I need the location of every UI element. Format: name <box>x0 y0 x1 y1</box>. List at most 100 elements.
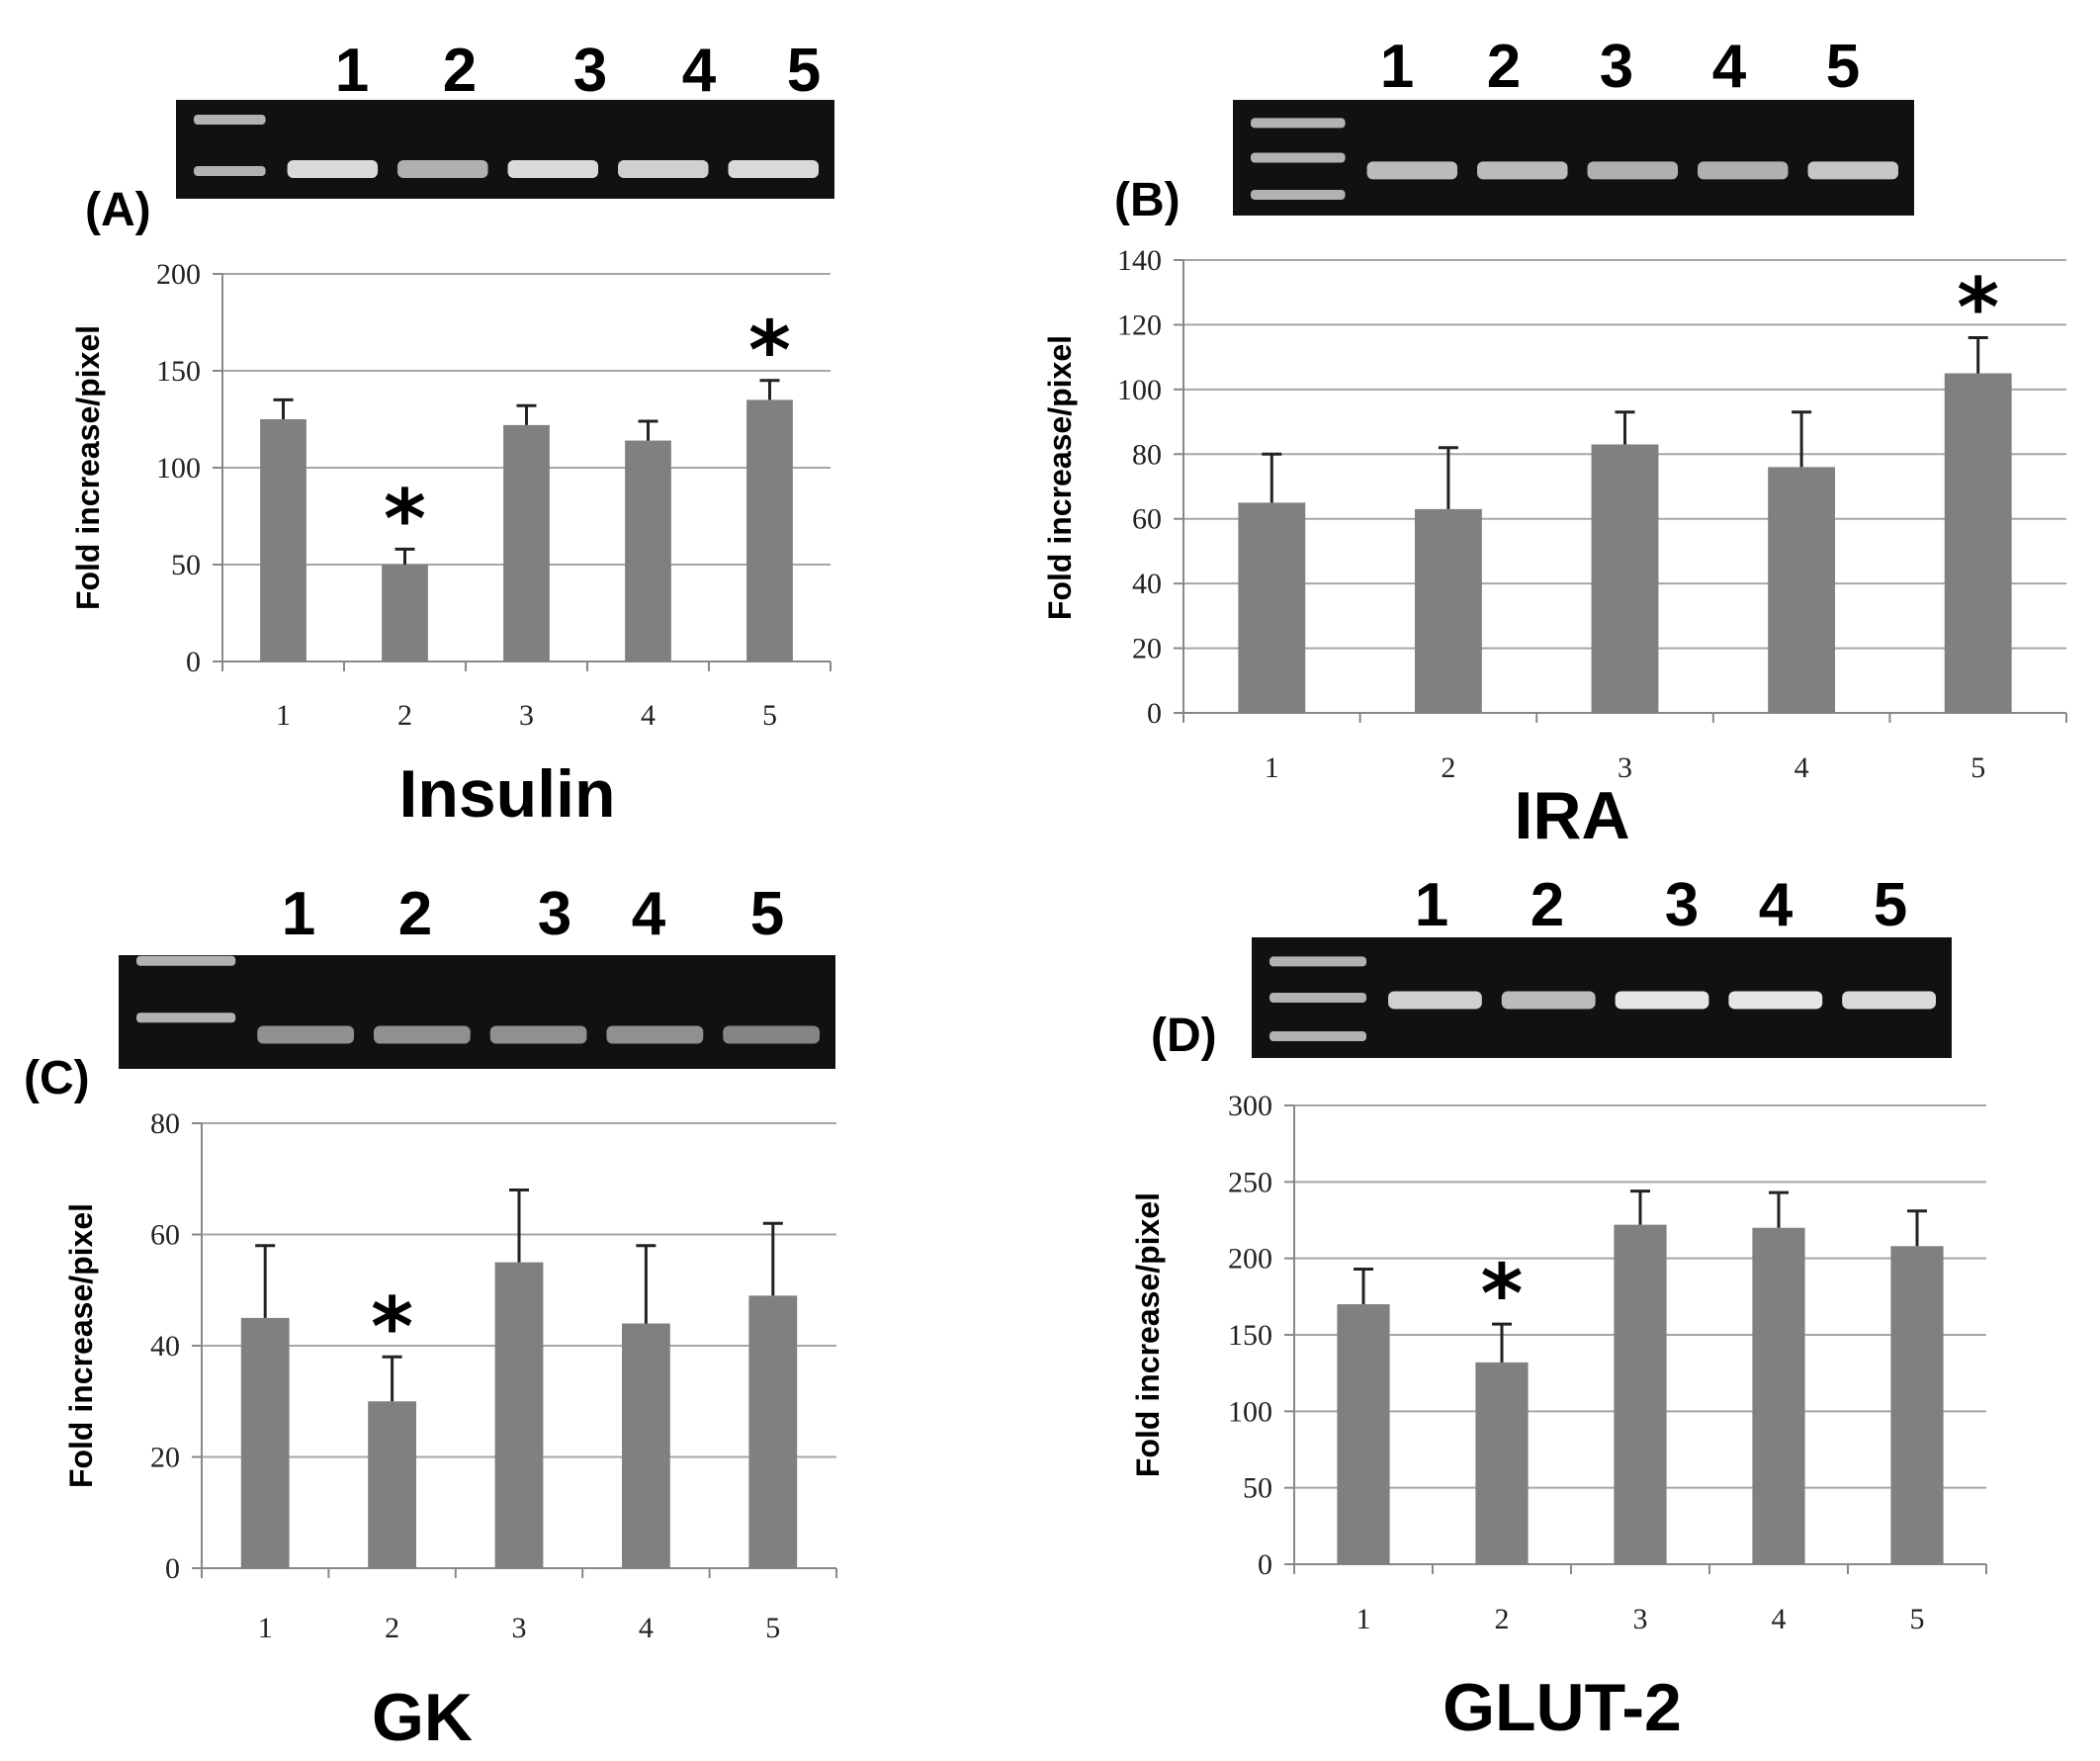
gel-band <box>1698 161 1789 180</box>
x-tick-label: 5 <box>765 1612 780 1644</box>
y-axis-label: Fold increase/pixel <box>1042 335 1078 620</box>
bar <box>1475 1362 1529 1564</box>
gel-lane-label: 1 <box>335 37 369 105</box>
gel-lane-label: 5 <box>750 880 784 948</box>
x-tick-label: 5 <box>1910 1603 1925 1635</box>
gel-lane-label: 2 <box>443 37 477 105</box>
y-tick-label: 20 <box>1132 633 1162 665</box>
gel-lane-label: 5 <box>787 37 821 105</box>
gel-lane-label: 2 <box>398 880 432 948</box>
x-tick-label: 5 <box>1970 751 1985 784</box>
gel-band <box>489 1025 587 1044</box>
gel-band <box>618 160 709 178</box>
x-tick-label: 2 <box>397 699 412 732</box>
x-tick-label: 1 <box>258 1612 273 1644</box>
x-tick-label: 3 <box>1618 751 1632 784</box>
gel-image <box>176 100 834 199</box>
x-tick-label: 3 <box>519 699 534 732</box>
bar-chart: 0 50 100 150 200 1 * 2 3 4 * 5 <box>156 258 831 732</box>
gel-band <box>1842 991 1936 1010</box>
gel-ladder-band <box>1251 189 1346 200</box>
bar <box>1337 1304 1390 1564</box>
y-tick-label: 40 <box>150 1330 180 1363</box>
panel-b: 1 2 3 4 5 (B) 0 20 40 60 80 100 120 140 1 2 3 4 * 5 Fold inc… <box>1042 33 2067 853</box>
gel-ladder-band <box>1269 956 1367 967</box>
gel-band <box>1366 161 1458 180</box>
significance-star: * <box>748 305 791 398</box>
gel-band <box>606 1025 704 1044</box>
y-tick-label: 60 <box>1132 503 1162 536</box>
bar <box>622 1323 670 1568</box>
panel-letter: (C) <box>24 1052 90 1104</box>
gel-lane-label: 5 <box>1874 871 1907 939</box>
gel-image <box>1233 100 1914 216</box>
y-axis-label: Fold increase/pixel <box>70 325 106 610</box>
x-tick-label: 4 <box>1772 1603 1787 1635</box>
gel-background <box>176 100 834 199</box>
bar <box>368 1401 416 1568</box>
gel-lane-label: 4 <box>632 880 666 948</box>
gel-ladder-band <box>194 115 266 125</box>
x-tick-label: 1 <box>1356 1603 1371 1635</box>
bar <box>1752 1227 1805 1564</box>
y-tick-label: 0 <box>1147 697 1162 730</box>
gel-background <box>1252 937 1952 1058</box>
gel-band <box>1807 161 1898 180</box>
y-tick-label: 250 <box>1228 1166 1272 1198</box>
y-tick-label: 80 <box>1132 438 1162 471</box>
bar <box>260 419 306 661</box>
chart-title: Insulin <box>398 756 615 832</box>
y-tick-label: 100 <box>1228 1395 1272 1428</box>
y-axis-label: Fold increase/pixel <box>63 1203 99 1488</box>
bar <box>240 1317 290 1568</box>
x-tick-label: 2 <box>1441 751 1455 784</box>
y-tick-label: 50 <box>171 549 201 581</box>
x-tick-label: 4 <box>1794 751 1809 784</box>
gel-ladder-band <box>1269 993 1367 1003</box>
gel-image <box>1252 937 1952 1058</box>
bar <box>625 440 671 661</box>
gel-band <box>723 1025 820 1044</box>
gel-band <box>1477 161 1568 180</box>
chart-title: GK <box>372 1680 473 1755</box>
gel-ladder-band <box>194 166 266 176</box>
x-tick-label: 1 <box>1265 751 1279 784</box>
significance-star: * <box>1481 1248 1524 1342</box>
bar-chart: 0 50 100 150 200 250 300 1 * 2 3 4 5 <box>1228 1090 1987 1635</box>
x-tick-label: 2 <box>385 1612 399 1644</box>
gel-band <box>397 160 488 178</box>
panel-letter: (D) <box>1151 1010 1217 1062</box>
gel-lane-label: 5 <box>1826 33 1860 101</box>
gel-ladder-band <box>1269 1031 1367 1042</box>
gel-lane-label: 2 <box>1531 871 1564 939</box>
y-tick-label: 60 <box>150 1219 180 1252</box>
y-tick-label: 0 <box>1258 1548 1272 1581</box>
y-tick-label: 200 <box>156 258 201 291</box>
gel-lane-label: 3 <box>1600 33 1633 101</box>
chart-title: IRA <box>1514 778 1629 853</box>
gel-lane-label: 4 <box>1712 33 1747 101</box>
gel-lane-label: 4 <box>1759 871 1794 939</box>
gel-band <box>1388 991 1482 1010</box>
gel-lane-label: 3 <box>538 880 571 948</box>
gel-band <box>1728 991 1823 1010</box>
y-tick-label: 0 <box>165 1552 180 1585</box>
bar-chart: 0 20 40 60 80 1 * 2 3 4 5 <box>150 1107 837 1644</box>
gel-lane-label: 1 <box>282 880 315 948</box>
bar <box>748 1295 798 1568</box>
y-tick-label: 150 <box>156 355 201 388</box>
gel-band <box>1587 161 1679 180</box>
gel-lane-label: 4 <box>682 37 717 105</box>
gel-band <box>507 160 599 178</box>
y-tick-label: 20 <box>150 1442 180 1474</box>
gel-ladder-band <box>136 955 236 966</box>
y-tick-label: 100 <box>156 452 201 484</box>
bar-chart: 0 20 40 60 80 100 120 140 1 2 3 4 * 5 <box>1117 244 2067 784</box>
bar <box>1768 467 1836 713</box>
y-tick-label: 200 <box>1228 1243 1272 1276</box>
bar <box>1890 1246 1944 1564</box>
bar <box>494 1262 544 1568</box>
